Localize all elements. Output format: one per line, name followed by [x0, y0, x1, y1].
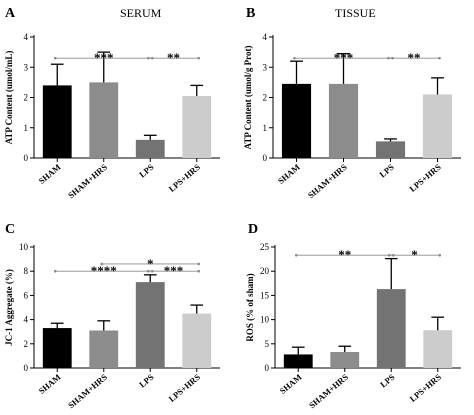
category-label: LPS+HRS: [407, 162, 443, 194]
panel-title: TISSUE: [335, 6, 376, 20]
category-label: SHAM+HRS: [306, 162, 349, 201]
y-tick-label: 3: [24, 62, 29, 72]
y-tick-label: 15: [260, 290, 270, 300]
bar-sham-hrs: [89, 330, 119, 368]
y-tick-label: 5: [265, 339, 270, 349]
category-label: SHAM: [278, 372, 304, 396]
y-axis-label: JC-1 Aggregate (%): [4, 269, 14, 346]
category-label: LPS+HRS: [167, 372, 203, 404]
panel-c: C 0 2 4 6 8 10 JC-1 Aggregate (%) SHAM SHAM+HRS LP…: [4, 222, 220, 410]
significance-end: [438, 56, 441, 60]
significance-label: ****: [91, 263, 117, 278]
y-tick-label: 10: [260, 315, 270, 325]
significance-end: [387, 253, 391, 257]
category-label: LPS: [137, 372, 156, 390]
significance-label: *: [147, 256, 154, 271]
panel-letter: C: [5, 222, 15, 237]
bar-lps-hrs: [423, 330, 453, 368]
panel-title: SERUM: [120, 6, 162, 20]
y-tick-label: 20: [260, 266, 270, 276]
category-label: LPS: [377, 162, 396, 180]
bar-lps: [135, 139, 165, 158]
y-tick-label: 25: [260, 242, 270, 252]
y-tick-label: 8: [24, 266, 29, 276]
significance-end: [387, 56, 390, 60]
panel-letter: B: [246, 6, 255, 21]
y-tick-label: 1: [263, 123, 268, 133]
bar-sham: [42, 328, 72, 368]
bar-sham-hrs: [328, 83, 359, 158]
significance-label: **: [167, 50, 180, 65]
bar-sham-hrs: [89, 82, 119, 158]
bar-sham: [283, 354, 313, 368]
panel-b: B TISSUE 0 1 2 3 4 ATP Content (umol/g Prot) SHA…: [243, 6, 461, 200]
category-label: SHAM: [37, 162, 63, 186]
y-tick-label: 1: [24, 123, 29, 133]
significance-label: **: [338, 247, 351, 262]
y-axis-label: ATP Content (umol/mL): [4, 51, 14, 145]
y-tick-label: 10: [19, 242, 29, 252]
bar-lps: [375, 141, 406, 158]
y-tick-label: 4: [263, 32, 268, 42]
y-tick-label: 4: [24, 315, 29, 325]
bar-sham-hrs: [330, 352, 360, 368]
bar-lps-hrs: [422, 94, 453, 158]
y-axis-label: ROS (% of sham): [245, 273, 255, 341]
y-tick-label: 2: [263, 93, 268, 103]
significance-label: ***: [334, 50, 354, 65]
significance-end: [53, 269, 57, 273]
y-tick-label: 2: [24, 339, 29, 349]
significance-end: [293, 56, 296, 60]
significance-label: ***: [164, 263, 184, 278]
panel-letter: D: [248, 222, 258, 237]
y-tick-label: 6: [24, 290, 29, 300]
significance-end: [438, 253, 442, 257]
panel-letter: A: [5, 6, 16, 21]
category-label: SHAM+HRS: [307, 372, 350, 411]
y-tick-label: 3: [263, 62, 268, 72]
bar-lps: [376, 289, 406, 368]
significance-end: [197, 269, 201, 273]
bar-lps: [135, 282, 165, 368]
category-label: LPS+HRS: [167, 162, 203, 194]
y-tick-label: 0: [24, 363, 29, 373]
significance-end: [146, 269, 150, 273]
significance-label: ***: [94, 50, 114, 65]
y-tick-label: 0: [265, 363, 270, 373]
bar-sham: [281, 83, 312, 158]
category-label: LPS: [137, 162, 156, 180]
category-label: LPS+HRS: [408, 372, 444, 404]
significance-end: [100, 262, 104, 266]
category-label: SHAM+HRS: [66, 162, 109, 201]
bar-lps-hrs: [182, 95, 212, 158]
significance-label: *: [411, 247, 418, 262]
significance-end: [146, 56, 150, 60]
y-tick-label: 0: [24, 153, 29, 163]
y-tick-label: 4: [24, 32, 29, 42]
y-tick-label: 0: [263, 153, 268, 163]
bar-sham: [42, 85, 72, 158]
y-axis-label: ATP Content (umol/g Prot): [243, 46, 253, 150]
bar-lps-hrs: [182, 313, 212, 368]
significance-end: [197, 56, 201, 60]
significance-end: [53, 56, 57, 60]
significance-label: **: [408, 50, 421, 65]
y-tick-label: 2: [24, 93, 29, 103]
category-label: LPS: [378, 372, 397, 390]
category-label: SHAM: [276, 162, 302, 186]
panel-d: D 0 5 10 15 20 25 ROS (% of sham) SHAM SHAM+HRS LP…: [245, 222, 461, 410]
category-label: SHAM+HRS: [66, 372, 109, 411]
panel-a: A SERUM 0 1 2 3 4 ATP Content (umol/mL) SHAM SHAM…: [4, 6, 220, 200]
category-label: SHAM: [37, 372, 63, 396]
significance-end: [294, 253, 298, 257]
significance-end: [197, 262, 201, 266]
